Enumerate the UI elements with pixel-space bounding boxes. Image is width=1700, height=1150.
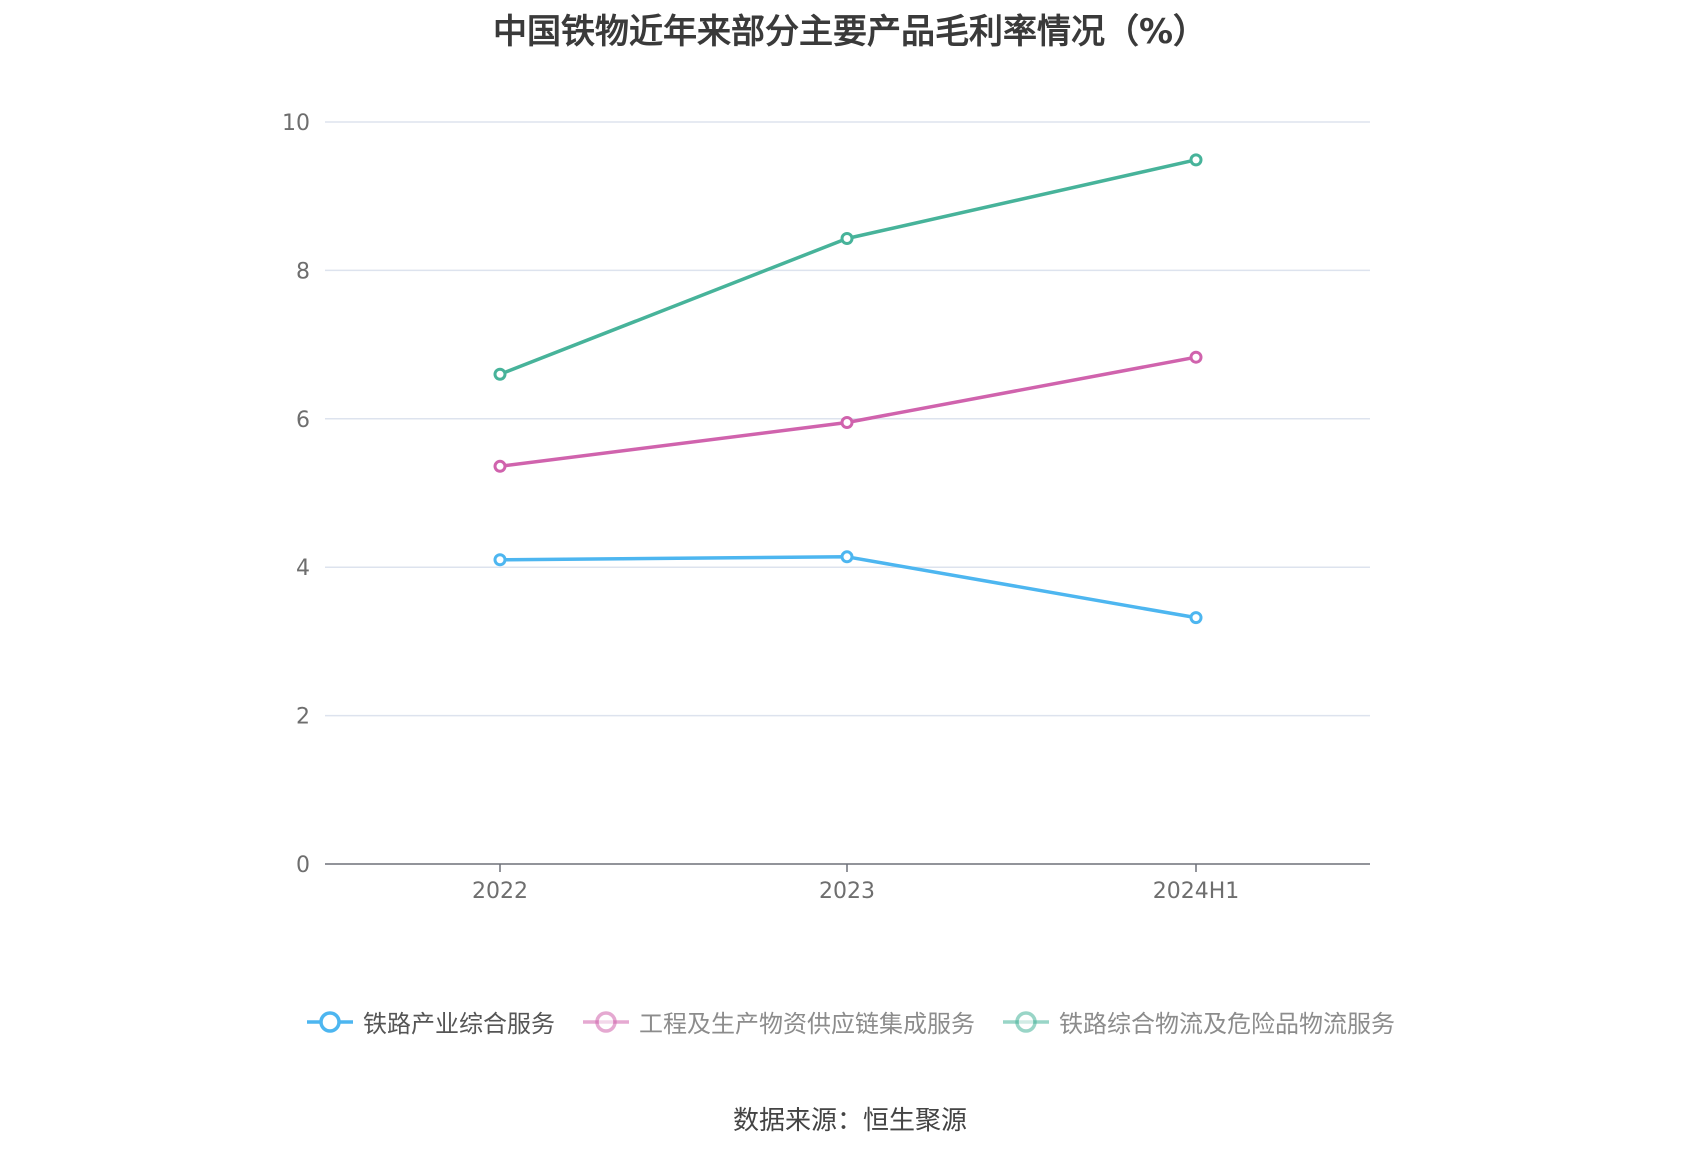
y-tick-label: 2: [296, 705, 310, 730]
y-tick-label: 0: [296, 853, 310, 878]
legend-item[interactable]: 铁路综合物流及危险品物流服务: [1001, 1004, 1395, 1039]
x-tick-label: 2023: [819, 879, 875, 904]
y-tick-label: 6: [296, 408, 310, 433]
data-point: [1189, 153, 1203, 167]
legend-label: 铁路综合物流及危险品物流服务: [1059, 1010, 1395, 1038]
y-tick-label: 10: [282, 111, 310, 136]
legend-item[interactable]: 工程及生产物资供应链集成服务: [581, 1004, 975, 1039]
legend-label: 工程及生产物资供应链集成服务: [639, 1010, 975, 1038]
data-point: [840, 550, 854, 564]
series-line: [499, 355, 1197, 469]
series-line: [499, 555, 1197, 620]
x-tick-label: 2022: [472, 879, 528, 904]
data-point: [1189, 350, 1203, 364]
data-point: [840, 416, 854, 430]
data-source-note: 数据来源：恒生聚源: [732, 1106, 967, 1136]
legend-line-marker-icon: [1003, 1010, 1049, 1033]
data-point: [493, 367, 507, 381]
y-tick-label: 4: [296, 556, 310, 581]
chart-title: 中国铁物近年来部分主要产品毛利率情况（%）: [492, 12, 1208, 52]
line-chart: 0 2 4 6 8 10 2022 2023 2024H1: [282, 111, 1370, 904]
legend-item[interactable]: 铁路产业综合服务: [305, 1004, 555, 1039]
data-point: [493, 553, 507, 567]
data-point: [840, 231, 854, 245]
legend-line-marker-icon: [307, 1010, 353, 1033]
y-tick-label: 8: [296, 259, 310, 284]
legend-line-marker-icon: [583, 1010, 629, 1033]
data-point: [1189, 611, 1203, 625]
x-tick-label: 2024H1: [1153, 879, 1240, 904]
chart-legend: 铁路产业综合服务 工程及生产物资供应链集成服务 铁路综合物流及危险品物流服务: [0, 1004, 1700, 1039]
data-point: [493, 459, 507, 473]
series-line: [499, 158, 1197, 376]
legend-label: 铁路产业综合服务: [363, 1010, 555, 1038]
